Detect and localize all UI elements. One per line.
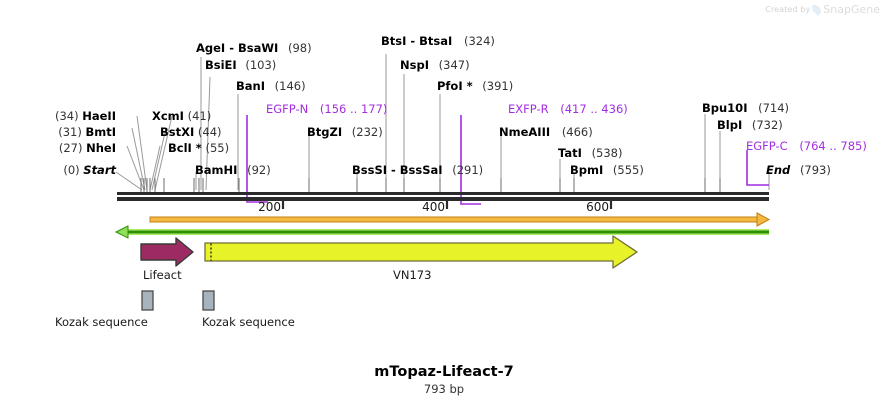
watermark-brand: SnapGene <box>823 3 880 16</box>
site-label-tati[interactable]: TatI (538) <box>558 146 623 160</box>
feature-label-vn173: VN173 <box>393 268 432 282</box>
site-label-bsiei[interactable]: BsiEI (103) <box>205 58 277 72</box>
feature-kozak-box-2[interactable] <box>202 290 215 311</box>
primer-leaders <box>246 115 769 205</box>
feature-label-kozak-2: Kozak sequence <box>202 315 295 329</box>
ruler-tick-400: 400 <box>422 200 445 214</box>
site-label-bstxi[interactable]: BstXI (44) <box>160 125 222 139</box>
feature-lifeact[interactable] <box>140 237 194 267</box>
site-label-agei-bsawi[interactable]: AgeI - BsaWI (98) <box>196 41 312 55</box>
primer-label-egfp-c[interactable]: EGFP-C (764 .. 785) <box>746 139 867 153</box>
watermark-created-by: Created by <box>765 5 811 14</box>
feature-label-kozak-1: Kozak sequence <box>55 315 148 329</box>
page-title: mTopaz-Lifeact-7 <box>374 364 514 380</box>
feature-kozak-box-1[interactable] <box>141 290 154 311</box>
sequence-backbone <box>117 192 769 201</box>
ruler-tick-200: 200 <box>258 200 281 214</box>
site-label-nmeaiii[interactable]: NmeAIII (466) <box>499 125 593 139</box>
site-label-blpi[interactable]: BlpI (732) <box>717 118 783 132</box>
site-label-bpu10i[interactable]: Bpu10I (714) <box>702 101 790 115</box>
site-label-bmti[interactable]: (31) BmtI <box>58 125 116 139</box>
site-label-btgzi[interactable]: BtgZI (232) <box>307 125 383 139</box>
ruler-tick-600: 600 <box>586 200 609 214</box>
feature-vn173[interactable] <box>204 235 638 269</box>
ruler: 200 400 600 <box>258 200 613 214</box>
site-label-bani[interactable]: BanI (146) <box>236 79 306 93</box>
sequence-length-subtitle: 793 bp <box>423 382 465 396</box>
site-label-bsssi-bsssai[interactable]: BssSI - BssSaI (291) <box>352 163 484 177</box>
sequence-end-label: End (793) <box>766 163 831 177</box>
site-label-bcli[interactable]: BclI * (55) <box>168 141 230 155</box>
site-label-pfoi[interactable]: PfoI * (391) <box>437 79 514 93</box>
site-label-haeii[interactable]: (34) HaeII <box>54 109 116 123</box>
site-label-bamhi[interactable]: BamHI (92) <box>195 163 271 177</box>
site-label-nhei[interactable]: (27) NheI <box>58 141 116 155</box>
site-label-nspi[interactable]: NspI (347) <box>400 58 470 72</box>
green-feature-track <box>114 225 769 239</box>
site-label-bpmi[interactable]: BpmI (555) <box>570 163 644 177</box>
orange-feature-track <box>149 212 771 227</box>
primer-label-egfp-n[interactable]: EGFP-N (156 .. 177) <box>266 102 388 116</box>
site-ticks <box>140 178 721 192</box>
site-label-btsi-btsai[interactable]: BtsI - BtsaI (324) <box>381 34 495 48</box>
feature-label-lifeact: Lifeact <box>143 268 182 282</box>
primer-label-exfp-r[interactable]: EXFP-R (417 .. 436) <box>508 102 628 116</box>
sequence-start-label: (0) Start <box>63 163 116 177</box>
site-label-xcmi[interactable]: XcmI (41) <box>152 109 212 123</box>
snapgene-watermark: Created by SnapGene <box>765 3 880 16</box>
